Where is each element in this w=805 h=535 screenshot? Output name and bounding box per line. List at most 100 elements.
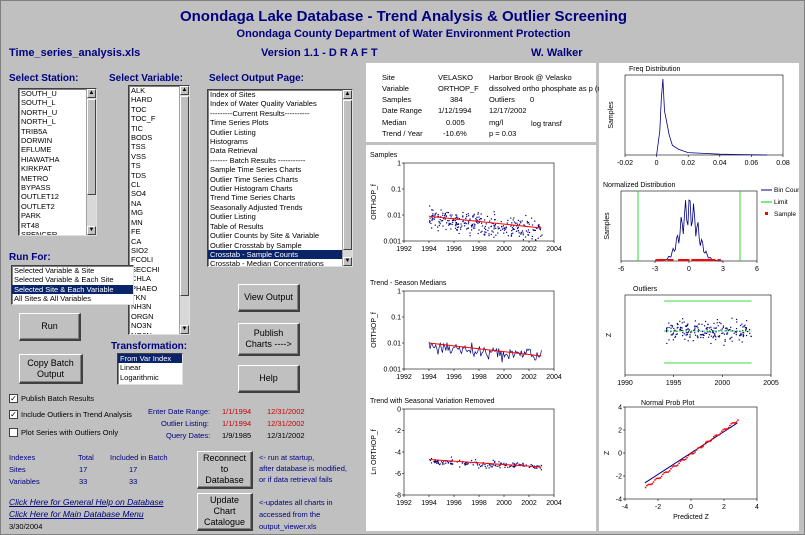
transform-item[interactable]: Logarithmic xyxy=(120,372,159,382)
runfor-item[interactable]: Selected Variable & Site xyxy=(14,266,95,275)
z-point xyxy=(666,329,668,331)
include-outliers-checkbox[interactable]: ✓ Include Outliers in Trend Analysis xyxy=(9,410,132,419)
station-item[interactable]: METRO xyxy=(21,173,49,183)
output-page-item[interactable]: Outlier Listing xyxy=(210,127,256,137)
variable-item[interactable]: ALK xyxy=(131,86,146,95)
output-page-item[interactable]: Crosstab - Median Concentrations xyxy=(210,259,324,267)
runfor-item[interactable]: Selected Site & Each Variable xyxy=(12,284,133,295)
variable-item[interactable]: SIO2 xyxy=(131,245,149,255)
variable-item[interactable]: TS xyxy=(131,161,141,171)
output-page-item[interactable]: ---------Current Results---------- xyxy=(210,108,310,118)
variable-item[interactable]: TKN xyxy=(131,292,146,302)
variable-item[interactable]: SECCHI xyxy=(131,264,160,274)
output-page-item[interactable]: Time Series Plots xyxy=(210,118,269,128)
variable-item[interactable]: NO2N xyxy=(129,331,189,334)
publish-batch-checkbox[interactable]: ✓ Publish Batch Results xyxy=(9,394,94,403)
station-item[interactable]: KIRKPAT xyxy=(21,164,52,174)
output-page-item[interactable]: Outlier Crosstab by Sample xyxy=(210,240,302,250)
variable-item[interactable]: TSS xyxy=(131,142,146,152)
station-item[interactable]: BYPASS xyxy=(21,183,51,193)
variable-item[interactable]: FE xyxy=(131,227,141,237)
publish-charts-button[interactable]: Publish Charts ----> xyxy=(238,323,300,356)
help-button[interactable]: Help xyxy=(238,365,300,393)
station-item[interactable]: TRIB5A xyxy=(21,126,48,136)
output-page-item[interactable]: Trend Time Series Charts xyxy=(210,193,296,203)
station-scrollbar[interactable]: ▲ ▼ xyxy=(86,89,96,235)
output-scrollbar[interactable]: ▲ ▼ xyxy=(342,90,352,266)
runfor-item[interactable]: All Sites & All Variables xyxy=(14,294,91,304)
station-item[interactable]: RT48 xyxy=(21,220,40,230)
runfor-item[interactable]: Selected Variable & Each Site xyxy=(14,275,114,285)
output-page-item[interactable]: Histograms xyxy=(210,137,248,147)
station-item[interactable]: OUTLET12 xyxy=(21,192,59,202)
outlier-listing-to[interactable]: 12/31/2002 xyxy=(267,419,305,428)
output-page-item[interactable]: Outlier Time Series Charts xyxy=(210,174,298,184)
station-item[interactable]: OUTLET2 xyxy=(21,201,55,211)
output-page-item[interactable]: Sample Time Series Charts xyxy=(210,165,302,175)
station-listbox[interactable]: SOUTH_U SOUTH_L NORTH_U NORTH_L TRIB5A DORWIN… xyxy=(18,88,97,236)
variable-item[interactable]: TDS xyxy=(131,170,146,180)
variable-item[interactable]: TOC xyxy=(131,104,147,114)
copy-batch-output-button[interactable]: Copy Batch Output xyxy=(19,354,83,384)
variable-item[interactable]: NH3N xyxy=(131,302,152,312)
update-chart-catalogue-button[interactable]: Update Chart Catalogue xyxy=(197,493,253,531)
variable-item[interactable]: ORGN xyxy=(131,311,154,321)
output-page-item[interactable]: Table of Results xyxy=(210,221,264,231)
general-help-link[interactable]: Click Here for General Help on Database xyxy=(9,497,164,507)
output-page-item[interactable]: Outlier Counts by Site & Variable xyxy=(210,231,320,241)
variable-item[interactable]: TOC_F xyxy=(131,114,156,124)
variable-item[interactable]: CHLA xyxy=(131,274,152,284)
outlier-listing-from[interactable]: 1/1/1994 xyxy=(222,419,252,428)
variable-item[interactable]: CA xyxy=(131,236,142,246)
variable-scrollbar[interactable]: ▲ ▼ xyxy=(179,86,189,334)
checkbox-box[interactable] xyxy=(9,428,18,437)
variable-item[interactable]: SO4 xyxy=(131,189,147,199)
output-page-item[interactable]: Data Retrieval xyxy=(210,146,258,156)
y-axis-label: Samples xyxy=(608,101,615,129)
plot-outliers-only-checkbox[interactable]: Plot Series with Outliers Only xyxy=(9,428,118,437)
variable-item[interactable]: PHAEO xyxy=(131,283,158,293)
main-menu-link[interactable]: Click Here for Main Database Menu xyxy=(9,509,144,519)
output-page-item[interactable]: Index of Water Quality Variables xyxy=(210,99,317,109)
station-item[interactable]: NORTH_L xyxy=(21,117,56,127)
variable-item[interactable]: NO3N xyxy=(131,321,152,331)
output-page-item[interactable]: Outlier Listing xyxy=(210,212,256,222)
variable-item[interactable]: MN xyxy=(131,217,143,227)
variable-item[interactable]: BODS xyxy=(131,133,153,143)
output-listbox[interactable]: Index of Sites Index of Water Quality Var… xyxy=(207,89,353,267)
sample-marker xyxy=(683,259,686,261)
variable-item[interactable]: TIC xyxy=(131,123,144,133)
transform-item[interactable]: Linear xyxy=(120,363,141,373)
station-item[interactable]: SPENCER xyxy=(21,230,58,236)
station-item[interactable]: EFLUME xyxy=(21,145,52,155)
transform-listbox[interactable]: From Var Index Linear Logarithmic xyxy=(117,353,183,385)
station-item[interactable]: NORTH_U xyxy=(21,107,58,117)
output-page-item[interactable]: Crosstab - Sample Counts xyxy=(208,249,352,260)
station-item[interactable]: DORWIN xyxy=(21,136,53,146)
output-page-item[interactable]: ------- Batch Results ----------- xyxy=(210,155,306,165)
variable-item[interactable]: HARD xyxy=(131,95,153,105)
variable-listbox[interactable]: ALK HARD TOC TOC_F TIC BODS TSS VSS TS TDS CL SO4 NA… xyxy=(128,85,190,335)
station-item[interactable]: SOUTH_U xyxy=(21,89,57,98)
output-page-item[interactable]: Index of Sites xyxy=(210,90,256,99)
reconnect-database-button[interactable]: Reconnect to Database xyxy=(197,451,253,489)
output-page-item[interactable]: Seasonally Adjusted Trends xyxy=(210,202,303,212)
output-page-item[interactable]: Outlier Histogram Charts xyxy=(210,184,293,194)
variable-item[interactable]: MG xyxy=(131,208,144,218)
variable-item[interactable]: CL xyxy=(131,180,141,190)
date-range-from[interactable]: 1/1/1994 xyxy=(222,407,252,416)
run-button[interactable]: Run xyxy=(19,313,81,341)
sample-point xyxy=(522,462,524,464)
station-item[interactable]: HIAWATHA xyxy=(21,154,60,164)
station-item[interactable]: SOUTH_L xyxy=(21,98,56,108)
variable-item[interactable]: VSS xyxy=(131,151,147,161)
checkbox-box[interactable]: ✓ xyxy=(9,410,18,419)
checkbox-box[interactable]: ✓ xyxy=(9,394,18,403)
date-range-to[interactable]: 12/31/2002 xyxy=(267,407,305,416)
station-item[interactable]: PARK xyxy=(21,211,41,221)
runfor-listbox[interactable]: Selected Variable & Site Selected Variabl… xyxy=(11,265,134,305)
variable-item[interactable]: NA xyxy=(131,198,142,208)
view-output-button[interactable]: View Output xyxy=(238,284,300,312)
transform-item[interactable]: From Var Index xyxy=(118,354,182,364)
variable-item[interactable]: FCOLI xyxy=(131,255,154,265)
